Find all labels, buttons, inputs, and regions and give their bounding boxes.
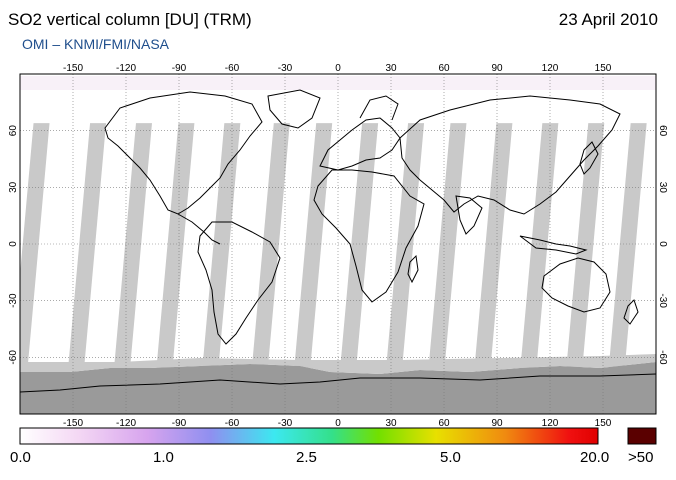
lon-tick-label: -30 <box>278 418 293 429</box>
madagascar-coast <box>407 254 419 284</box>
lat-ticks-left: 60 30 0 -30 -60 <box>8 125 19 365</box>
australia-coast <box>541 257 611 313</box>
lon-tick-label: 120 <box>542 418 559 429</box>
orbit-gap-swath <box>340 123 379 369</box>
colorbar-overflow-box <box>627 427 657 445</box>
orbit-gap-swath <box>608 123 647 369</box>
lat-tick-label: 30 <box>657 182 668 194</box>
lon-tick-label: -150 <box>63 418 83 429</box>
greenland-coast <box>267 89 321 129</box>
lat-tick-label: -30 <box>657 293 668 308</box>
lon-ticks-bottom: -150 -120 -90 -60 -30 0 30 60 90 120 150 <box>63 418 612 429</box>
lon-tick-label: -120 <box>116 63 136 74</box>
lon-tick-label: 90 <box>491 63 503 74</box>
orbit-gap-swath <box>474 123 513 369</box>
scandinavia-coast <box>359 95 399 121</box>
orbit-gap-swaths <box>20 123 647 369</box>
colorbar-label-4: 20.0 <box>580 449 610 466</box>
india-coast <box>455 195 483 235</box>
lon-tick-label: 120 <box>542 63 559 74</box>
lon-tick-label: 0 <box>335 63 341 74</box>
lon-tick-label: -60 <box>225 63 240 74</box>
lon-tick-label: -150 <box>63 63 83 74</box>
orbit-gap-swath <box>114 123 152 369</box>
coastlines <box>104 89 639 345</box>
lat-tick-label: 60 <box>657 125 668 137</box>
indonesia-coast <box>519 235 588 255</box>
lat-tick-label: 30 <box>8 181 19 193</box>
lat-tick-label: -60 <box>8 350 19 365</box>
lon-tick-label: 150 <box>595 63 612 74</box>
lon-tick-label: -120 <box>116 418 136 429</box>
colorbar-label-3: 5.0 <box>440 449 461 466</box>
lon-tick-label: 30 <box>385 418 397 429</box>
lat-tick-label: -60 <box>657 350 668 365</box>
orbit-gap-swath <box>251 123 290 369</box>
lon-tick-label: 150 <box>595 418 612 429</box>
lon-tick-label: -60 <box>225 418 240 429</box>
europe-coast <box>319 117 401 171</box>
lat-tick-label: -30 <box>8 293 19 308</box>
new-zealand-coast <box>623 299 639 325</box>
africa-coast <box>313 169 425 303</box>
asia-coast <box>399 95 621 215</box>
map-frame <box>19 73 657 415</box>
orbit-gap-swath <box>428 123 467 369</box>
orbit-gap-swath <box>294 123 333 369</box>
orbit-gap-swath <box>520 123 559 369</box>
japan-coast <box>579 141 599 175</box>
colorbar <box>19 427 599 445</box>
colorbar-label-1: 1.0 <box>153 449 174 466</box>
orbit-gap-swath <box>202 123 241 369</box>
graticule <box>20 74 656 414</box>
lat-tick-label: 0 <box>8 241 19 247</box>
colorbar-label-0: 0.0 <box>10 449 31 466</box>
lat-ticks-right: 60 30 0 -30 -60 <box>657 125 668 365</box>
lon-tick-label: 60 <box>438 418 450 429</box>
map-date: 23 April 2010 <box>558 10 658 29</box>
orbit-gap-swath <box>156 123 195 369</box>
lon-tick-label: 30 <box>385 63 397 74</box>
orbit-gap-swath <box>386 123 425 369</box>
data-credit: OMI – KNMI/FMI/NASA <box>22 36 170 52</box>
colorbar-label-5: >50 <box>628 449 654 466</box>
south-america-coast <box>197 221 281 345</box>
lon-tick-label: -90 <box>172 63 187 74</box>
lat-tick-label: 0 <box>657 241 668 247</box>
lon-tick-label: 60 <box>438 63 450 74</box>
map-title: SO2 vertical column [DU] (TRM) <box>8 10 252 29</box>
lon-tick-label: 0 <box>335 418 341 429</box>
lon-tick-label: -30 <box>278 63 293 74</box>
antarctica-coast <box>20 373 656 393</box>
lat-tick-label: 60 <box>8 125 19 137</box>
lon-tick-label: 90 <box>491 418 503 429</box>
orbit-gap-swath <box>566 123 605 369</box>
north-america-coast <box>104 91 263 215</box>
orbit-gap-swath <box>68 123 107 369</box>
colorbar-label-2: 2.5 <box>296 449 317 466</box>
orbit-gap-swath <box>20 123 50 369</box>
lon-ticks-top: -150 -120 -90 -60 -30 0 30 60 90 120 150 <box>63 63 612 74</box>
lon-tick-label: -90 <box>172 418 187 429</box>
